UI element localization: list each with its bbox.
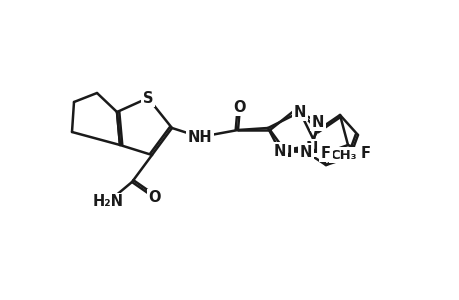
Text: N: N bbox=[279, 145, 291, 160]
Text: S: S bbox=[142, 91, 153, 106]
Text: F: F bbox=[360, 146, 370, 160]
Text: NH: NH bbox=[187, 130, 212, 145]
Text: N: N bbox=[343, 149, 355, 164]
Text: N: N bbox=[311, 115, 324, 130]
Text: N: N bbox=[299, 145, 312, 160]
Text: N: N bbox=[305, 140, 318, 155]
Text: NH: NH bbox=[187, 130, 212, 145]
Text: F: F bbox=[320, 146, 330, 160]
Text: N: N bbox=[293, 104, 306, 119]
Text: H₂N: H₂N bbox=[92, 194, 123, 209]
Text: CH₃: CH₃ bbox=[330, 148, 357, 161]
Text: O: O bbox=[148, 190, 161, 206]
Text: O: O bbox=[233, 100, 246, 115]
Text: O: O bbox=[233, 100, 246, 115]
Text: N: N bbox=[273, 143, 285, 158]
